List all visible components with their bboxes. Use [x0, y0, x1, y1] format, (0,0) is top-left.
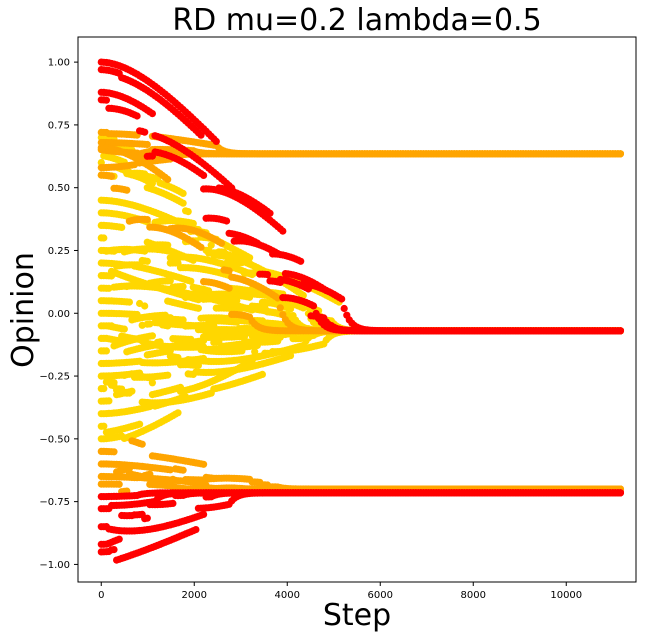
central-point: [179, 189, 187, 197]
central-point: [133, 310, 141, 319]
central-point: [194, 304, 202, 312]
central-point: [100, 234, 108, 242]
central-point: [148, 379, 156, 387]
central-point: [189, 256, 197, 264]
central-point: [246, 259, 254, 267]
central-point: [205, 287, 213, 295]
central-point: [248, 357, 256, 365]
central-point: [258, 370, 266, 378]
central-point: [120, 371, 128, 379]
central-point: [105, 284, 113, 292]
data-points: [97, 58, 625, 564]
central-point: [233, 318, 241, 326]
central-point: [238, 347, 246, 355]
central-point: [100, 385, 108, 393]
central-point: [251, 348, 259, 356]
central-point: [148, 332, 156, 340]
central-point: [141, 247, 149, 255]
central-point: [141, 302, 149, 310]
central-point: [164, 322, 172, 330]
central-point: [187, 335, 195, 343]
central-point: [174, 409, 182, 417]
chart-title: RD mu=0.2 lambda=0.5: [172, 3, 541, 38]
central-point: [143, 257, 151, 265]
central-point: [248, 306, 256, 314]
central-point: [286, 305, 295, 313]
central-point: [164, 371, 172, 379]
central-point: [194, 296, 202, 304]
central-point: [120, 325, 128, 333]
central-point: [174, 354, 182, 362]
central-point: [120, 261, 128, 269]
central-point: [184, 208, 192, 216]
central-point: [187, 277, 195, 285]
central-point: [118, 223, 126, 231]
central-point: [125, 298, 133, 306]
moderate-point: [143, 140, 151, 149]
central-point: [105, 397, 113, 405]
central-point: [179, 199, 187, 207]
central-point: [125, 389, 133, 397]
central-point: [102, 347, 110, 355]
central-point: [246, 293, 254, 301]
central-point: [110, 247, 118, 255]
central-point: [136, 420, 144, 428]
